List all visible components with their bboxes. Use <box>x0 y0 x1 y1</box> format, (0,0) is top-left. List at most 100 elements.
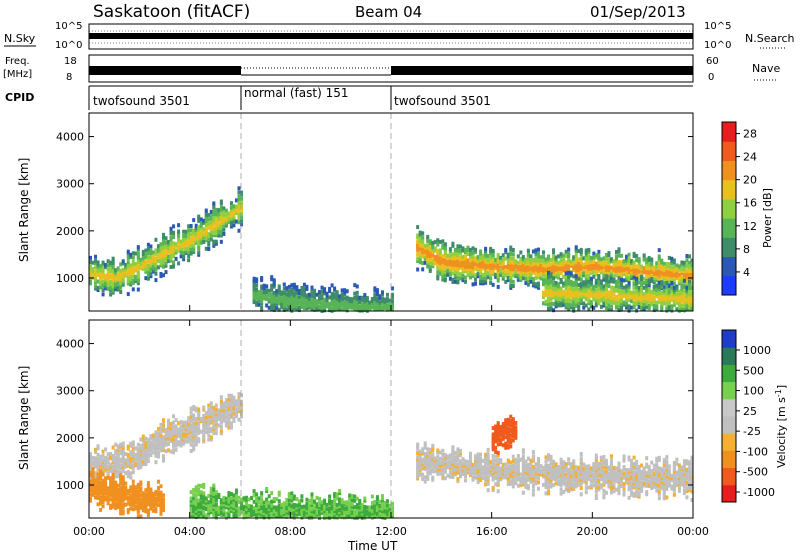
power-echo-cell <box>111 273 115 278</box>
velocity-echo-cell <box>428 458 432 463</box>
power-echo-cell <box>164 261 168 266</box>
power-echo-cell <box>519 269 523 274</box>
velocity-echo-cell <box>114 504 118 509</box>
power-echo-cell <box>184 242 188 247</box>
power-echo-cell <box>109 273 113 278</box>
power-echo-cell <box>149 274 153 279</box>
power-echo-cell <box>552 282 556 287</box>
power-echo-cell <box>436 276 440 281</box>
power-echo-cell <box>542 258 545 263</box>
power-echo-cell <box>378 306 382 311</box>
velocity-echo-cell <box>194 506 198 511</box>
power-echo-cell <box>89 260 92 265</box>
velocity-echo-cell <box>89 462 92 467</box>
power-echo-cell <box>635 293 639 298</box>
velocity-echo-cell <box>310 494 314 499</box>
velocity-echo-cell <box>207 510 211 515</box>
velocity-echo-cell <box>96 502 100 507</box>
power-echo-cell <box>562 262 566 267</box>
velocity-echo-cell <box>99 495 103 500</box>
power-echo-cell <box>524 281 528 286</box>
power-echo-cell <box>531 257 535 262</box>
power-echo-cell <box>469 254 473 259</box>
velocity-echo-cell <box>300 513 304 518</box>
power-echo-cell <box>373 307 377 312</box>
power-echo-cell <box>567 296 571 301</box>
velocity-echo-cell <box>204 421 208 426</box>
velocity-echo-cell <box>287 492 291 497</box>
power-echo-cell <box>612 292 616 297</box>
power-echo-cell <box>91 269 95 274</box>
power-echo-cell <box>486 275 490 280</box>
power-echo-cell <box>453 275 457 280</box>
power-echo-cell <box>282 282 286 287</box>
power-echo-cell <box>433 246 437 251</box>
velocity-echo-cell <box>219 412 223 417</box>
velocity-echo-cell <box>121 504 125 509</box>
power-echo-cell <box>343 307 347 312</box>
power-echo-cell <box>511 269 515 274</box>
velocity-echo-cell <box>436 465 440 470</box>
power-echo-cell <box>567 289 571 294</box>
power-echo-cell <box>587 262 591 267</box>
velocity-echo-cell <box>187 431 191 436</box>
power-echo-cell <box>229 222 233 227</box>
velocity-echo-cell <box>189 509 193 514</box>
power-echo-cell <box>622 269 626 274</box>
velocity-echo-cell <box>484 467 488 472</box>
power-echo-cell <box>287 284 291 289</box>
velocity-echo-cell <box>197 430 201 435</box>
power-echo-cell <box>511 247 515 252</box>
velocity-echo-cell <box>144 451 148 456</box>
power-echo-cell <box>574 264 578 269</box>
power-echo-cell <box>240 211 243 216</box>
power-echo-cell <box>569 273 573 278</box>
power-echo-cell <box>662 292 666 297</box>
power-echo-cell <box>146 259 150 264</box>
power-echo-cell <box>602 297 606 302</box>
power-echo-cell <box>667 290 671 295</box>
velocity-echo-cell <box>224 419 228 424</box>
power-echo-cell <box>177 240 181 245</box>
power-echo-cell <box>295 287 299 292</box>
power-echo-cell <box>333 288 337 293</box>
velocity-echo-cell <box>121 456 125 461</box>
velocity-echo-cell <box>136 499 140 504</box>
velocity-echo-cell <box>89 481 92 486</box>
power-echo-cell <box>182 246 186 251</box>
power-echo-cell <box>232 214 236 219</box>
power-echo-cell <box>627 293 631 298</box>
velocity-echo-cell <box>428 460 432 465</box>
velocity-echo-cell <box>149 436 153 441</box>
power-echo-cell <box>614 258 618 263</box>
velocity-echo-cell <box>182 435 186 440</box>
velocity-echo-cell <box>116 446 120 451</box>
power-echo-cell <box>461 276 465 281</box>
velocity-echo-cell <box>240 508 243 513</box>
power-echo-cell <box>114 287 118 292</box>
power-echo-cell <box>418 243 422 248</box>
power-echo-cell <box>584 276 588 281</box>
power-echo-cell <box>305 293 309 298</box>
power-echo-cell <box>94 280 98 285</box>
velocity-echo-cell <box>219 401 223 406</box>
power-echo-cell <box>456 252 460 257</box>
velocity-echo-cell <box>111 500 115 505</box>
velocity-echo-cell <box>109 462 113 467</box>
velocity-echo-cell <box>479 467 483 472</box>
power-echo-cell <box>295 302 299 307</box>
power-echo-cell <box>260 307 264 312</box>
power-echo-cell <box>111 258 115 263</box>
velocity-echo-cell <box>227 402 231 407</box>
power-echo-cell <box>677 277 681 282</box>
velocity-echo-cell <box>154 447 158 452</box>
velocity-echo-cell <box>189 410 193 415</box>
velocity-echo-cell <box>214 507 218 512</box>
velocity-echo-cell <box>126 455 130 460</box>
power-echo-cell <box>519 275 523 280</box>
power-echo-cell <box>549 287 553 292</box>
power-echo-cell <box>177 238 181 243</box>
power-echo-cell <box>438 271 442 276</box>
power-echo-cell <box>99 272 103 277</box>
power-echo-cell <box>433 257 437 262</box>
